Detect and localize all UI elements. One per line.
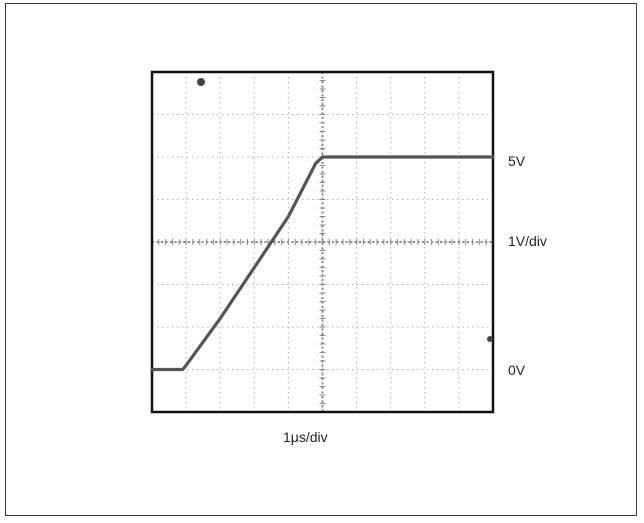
level-label-0v: 0V bbox=[508, 362, 526, 378]
screen-border bbox=[150, 70, 495, 414]
level-label-5v: 5V bbox=[508, 153, 526, 169]
signal-trace bbox=[150, 155, 495, 372]
level-marker bbox=[487, 336, 493, 342]
x-scale-label: 1μs/div bbox=[283, 429, 328, 445]
trigger-marker bbox=[197, 78, 205, 86]
y-scale-label: 1V/div bbox=[508, 233, 547, 249]
